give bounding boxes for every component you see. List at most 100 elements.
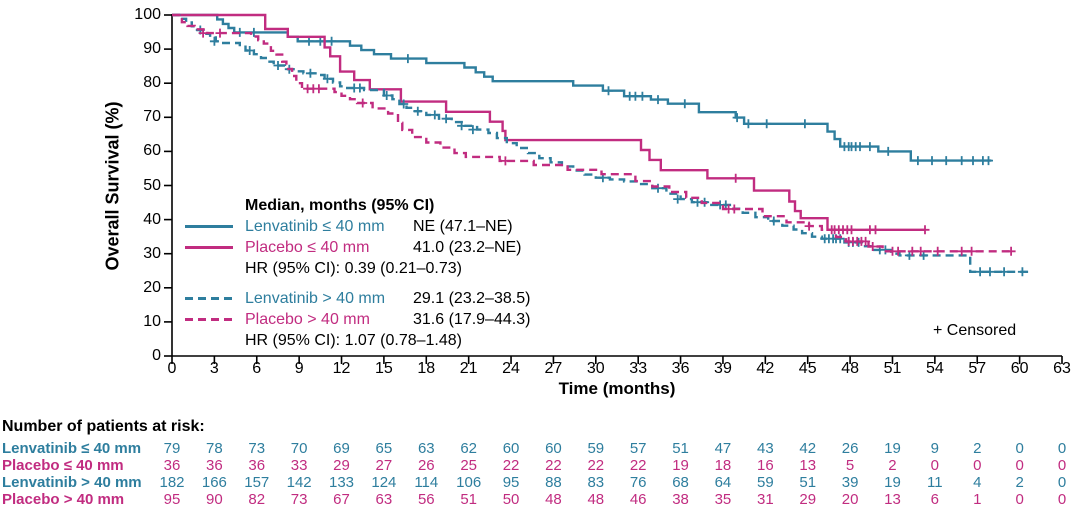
at-risk-count: 27	[375, 457, 393, 474]
at-risk-count: 60	[545, 440, 562, 457]
at-risk-count: 51	[460, 491, 477, 508]
at-risk-count: 42	[799, 440, 817, 457]
at-risk-count: 56	[417, 491, 435, 508]
y-tick-label: 40	[143, 210, 161, 228]
y-tick-label: 30	[143, 244, 161, 262]
legend-swatch-dashed	[185, 297, 233, 300]
at-risk-count: 79	[163, 440, 181, 457]
x-tick-label: 57	[968, 360, 987, 377]
x-tick-label: 12	[332, 360, 351, 377]
at-risk-count: 1	[973, 491, 982, 508]
legend-median-value: 31.6 (17.9–44.3)	[413, 310, 531, 328]
hazard-ratio-text: HR (95% CI): 0.39 (0.21–0.73)	[245, 260, 462, 277]
at-risk-count: 22	[629, 457, 647, 474]
x-tick-label: 45	[798, 360, 817, 377]
at-risk-count: 0	[1015, 491, 1024, 508]
legend-group-gap	[185, 279, 645, 288]
at-risk-count: 22	[587, 457, 605, 474]
x-tick-label: 33	[629, 360, 648, 377]
at-risk-count: 0	[1015, 457, 1024, 474]
at-risk-count: 6	[930, 491, 940, 508]
at-risk-count: 51	[672, 440, 689, 457]
legend-swatch-solid	[185, 246, 233, 249]
at-risk-row-label: Lenvatinib ≤ 40 mm	[2, 440, 142, 457]
at-risk-count: 22	[502, 457, 520, 474]
x-tick-label: 15	[374, 360, 393, 377]
at-risk-count: 39	[841, 474, 859, 491]
at-risk-count: 5	[845, 457, 855, 474]
at-risk-count: 33	[290, 457, 308, 474]
x-tick-label: 0	[167, 360, 177, 377]
x-tick-label: 48	[841, 360, 859, 377]
y-tick-label: 60	[143, 142, 161, 160]
at-risk-count: 78	[206, 440, 223, 457]
at-risk-count: 19	[672, 457, 689, 474]
y-tick-label: 80	[143, 74, 161, 92]
at-risk-count: 106	[456, 474, 482, 491]
x-tick-label: 18	[417, 360, 436, 377]
x-tick-label: 42	[756, 360, 775, 377]
at-risk-count: 19	[884, 440, 901, 457]
at-risk-count: 62	[460, 440, 477, 457]
at-risk-count: 13	[799, 457, 817, 474]
at-risk-count: 31	[756, 491, 774, 508]
at-risk-count: 0	[973, 457, 982, 474]
x-tick-label: 39	[714, 360, 732, 377]
legend-row: Lenvatinib ≤ 40 mm NE (47.1–NE)	[185, 216, 645, 237]
at-risk-count: 64	[714, 474, 732, 491]
at-risk-count: 88	[545, 474, 562, 491]
at-risk-count: 36	[206, 457, 223, 474]
at-risk-count: 63	[417, 440, 435, 457]
at-risk-row: Lenvatinib ≤ 40 mm 79 78 73 70 69 65 63 62 60 60 59…	[0, 440, 1080, 457]
at-risk-row-label: Placebo ≤ 40 mm	[2, 457, 124, 474]
x-tick-label: 24	[502, 360, 520, 377]
at-risk-count: 67	[333, 491, 350, 508]
at-risk-count: 142	[286, 474, 312, 491]
legend-swatch-dashed	[185, 318, 233, 321]
censored-note: + Censored	[933, 322, 1017, 339]
legend-median-value: 41.0 (23.2–NE)	[413, 238, 522, 256]
at-risk-count: 38	[672, 491, 689, 508]
at-risk-row: Placebo ≤ 40 mm 36 36 36 33 29 27 26 25 22 22 22 22 1…	[0, 457, 1080, 474]
at-risk-count: 48	[545, 491, 562, 508]
at-risk-count: 29	[333, 457, 350, 474]
at-risk-count: 36	[248, 457, 266, 474]
at-risk-count: 0	[1057, 474, 1067, 491]
at-risk-count: 60	[502, 440, 520, 457]
at-risk-count: 182	[159, 474, 185, 491]
y-tick-label: 50	[143, 176, 161, 194]
at-risk-count: 57	[629, 440, 647, 457]
at-risk-count: 22	[545, 457, 562, 474]
x-tick-label: 21	[459, 360, 478, 377]
at-risk-count: 73	[290, 491, 308, 508]
at-risk-count: 36	[163, 457, 181, 474]
at-risk-count: 114	[414, 474, 439, 491]
at-risk-count: 0	[930, 457, 940, 474]
x-tick-label: 3	[209, 360, 219, 377]
at-risk-count: 35	[714, 491, 732, 508]
at-risk-count: 20	[841, 491, 859, 508]
at-risk-count: 0	[1057, 440, 1067, 457]
at-risk-count: 0	[1057, 491, 1067, 508]
at-risk-count: 76	[629, 474, 647, 491]
at-risk-count: 0	[1057, 457, 1067, 474]
at-risk-count: 73	[248, 440, 266, 457]
at-risk-count: 157	[244, 474, 270, 491]
legend-label: Lenvatinib ≤ 40 mm	[245, 217, 385, 235]
at-risk-count: 95	[163, 491, 181, 508]
at-risk-count: 26	[417, 457, 435, 474]
at-risk-count: 51	[799, 474, 817, 491]
at-risk-count: 18	[714, 457, 732, 474]
legend-row: Lenvatinib > 40 mm 29.1 (23.2–38.5)	[185, 288, 645, 309]
at-risk-count: 90	[206, 491, 223, 508]
at-risk-count: 2	[888, 457, 897, 474]
y-tick-label: 10	[143, 312, 161, 330]
at-risk-count: 2	[973, 440, 982, 457]
at-risk-count: 47	[714, 440, 732, 457]
at-risk-count: 133	[329, 474, 355, 491]
legend-swatch-solid	[185, 225, 233, 228]
x-tick-label: 54	[925, 360, 944, 377]
at-risk-count: 82	[248, 491, 266, 508]
